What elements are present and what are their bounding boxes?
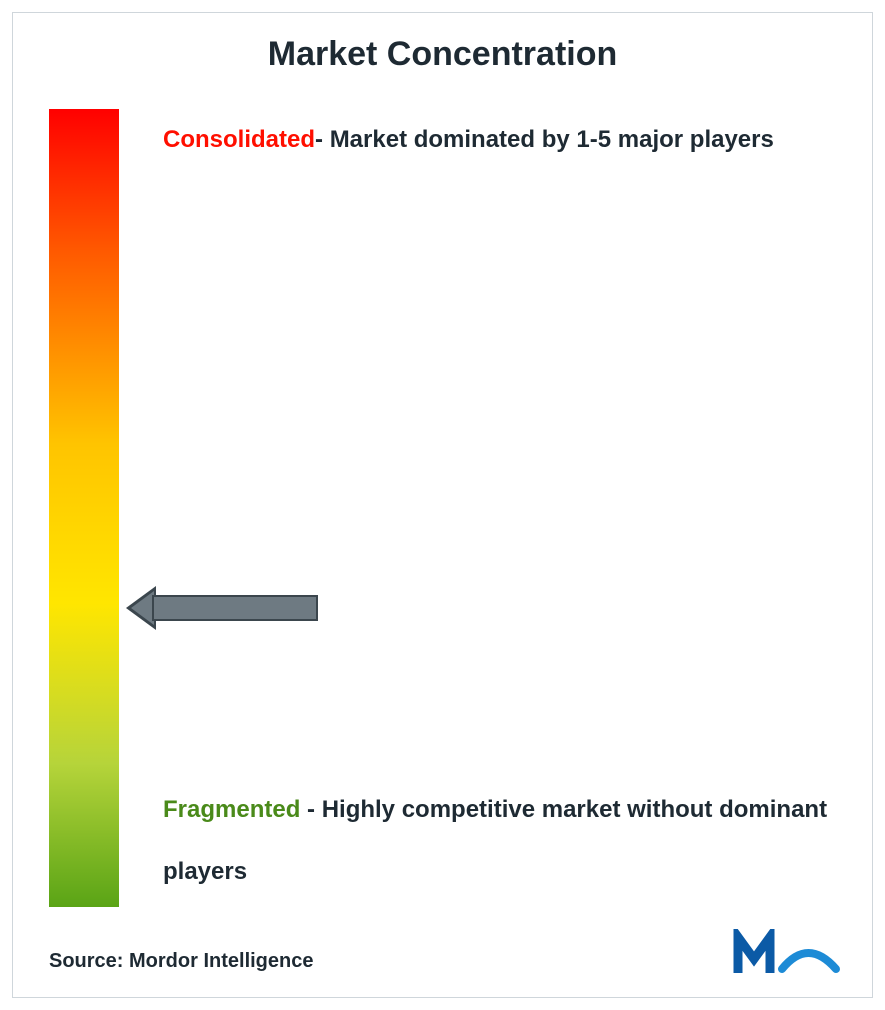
fragmented-description: Fragmented - Highly competitive market w…	[163, 779, 832, 904]
consolidated-text: Market dominated by 1-5 major players	[330, 126, 774, 153]
chart-title: Market Concentration	[13, 35, 872, 74]
concentration-scale-bar	[49, 109, 119, 907]
consolidated-separator: -	[315, 126, 330, 153]
consolidated-key: Consolidated	[163, 126, 315, 153]
arrow-shaft	[152, 595, 318, 621]
mordor-logo-icon	[732, 929, 842, 979]
fragmented-separator: -	[300, 796, 321, 823]
market-concentration-panel: Market Concentration Consolidated- Marke…	[12, 12, 873, 998]
chart-canvas: Market Concentration Consolidated- Marke…	[0, 0, 885, 1010]
source-attribution: Source: Mordor Intelligence	[49, 950, 313, 973]
concentration-indicator-arrow	[128, 586, 318, 630]
consolidated-description: Consolidated- Market dominated by 1-5 ma…	[163, 109, 832, 171]
fragmented-key: Fragmented	[163, 796, 300, 823]
